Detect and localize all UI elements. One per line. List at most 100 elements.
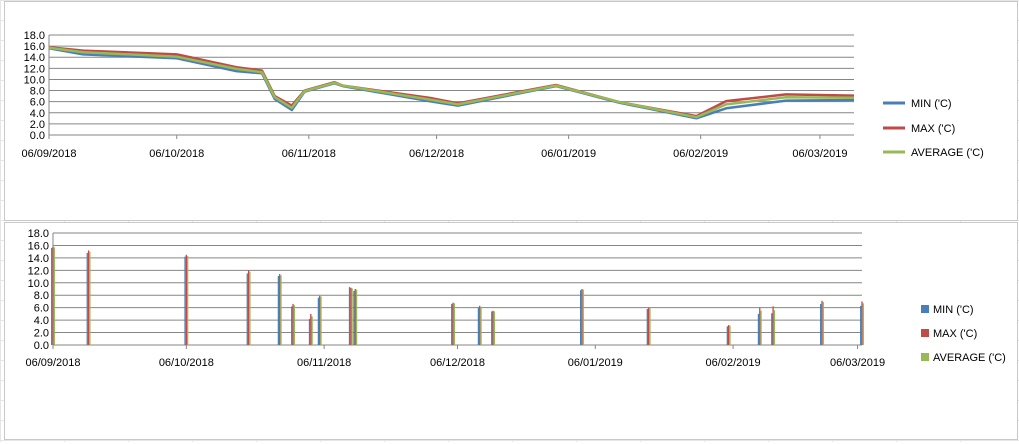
bar — [451, 303, 453, 345]
bar — [580, 290, 582, 345]
bar — [452, 302, 454, 345]
bar — [279, 274, 281, 345]
x-tick-label: 06/03/2019 — [792, 148, 847, 160]
bar — [308, 318, 311, 345]
y-tick-label: 10.0 — [24, 74, 45, 86]
bar — [293, 305, 295, 345]
bar — [280, 275, 282, 345]
bar — [87, 250, 90, 345]
bar — [351, 288, 353, 345]
bar — [649, 308, 651, 345]
bar — [292, 303, 294, 345]
bar — [480, 307, 482, 345]
bar — [246, 273, 248, 345]
bar — [491, 311, 493, 345]
legend-swatch — [921, 305, 929, 313]
bar-chart-panel[interactable]: 18.0 16.0 14.0 12.0 10.0 8.0 6.0 4.0 2.0 0.0 06/09… — [4, 222, 1018, 440]
bar — [348, 287, 351, 345]
bar — [52, 246, 54, 345]
bar — [53, 247, 55, 345]
bar — [729, 325, 731, 345]
y-tick-label: 8.0 — [30, 86, 45, 98]
bar — [184, 256, 186, 345]
bar-chart: 18.016.014.012.010.08.06.04.02.00.0 06/09… — [25, 228, 1005, 369]
x-tick-label: 06/12/2018 — [430, 357, 485, 369]
bar — [355, 289, 358, 345]
bar — [861, 301, 863, 345]
bar — [759, 307, 761, 345]
bar — [291, 306, 293, 345]
x-tick-label: 06/02/2019 — [706, 357, 761, 369]
bar — [582, 289, 584, 345]
bar — [311, 316, 313, 345]
legend-swatch — [921, 353, 929, 361]
y-tick-label: 12.0 — [28, 265, 49, 277]
line-chart: 18.016.014.012.010.08.06.04.02.00.0 06/09… — [21, 30, 984, 160]
y-tick-label: 2.0 — [34, 328, 49, 340]
bar — [317, 297, 320, 345]
y-tick-label: 0.0 — [30, 130, 45, 142]
bar — [728, 325, 730, 345]
y-tick-label: 6.0 — [34, 303, 49, 315]
y-tick-label: 4.0 — [30, 108, 45, 120]
x-tick-label: 06/02/2019 — [673, 148, 728, 160]
y-tick-label: 2.0 — [30, 119, 45, 131]
legend-label: MIN ('C) — [911, 98, 952, 110]
y-tick-label: 6.0 — [30, 97, 45, 109]
x-tick-label: 06/10/2018 — [159, 357, 214, 369]
x-tick-label: 06/12/2018 — [409, 148, 464, 160]
line-chart-panel[interactable]: 18.0 16.0 14.0 12.0 10.0 8.0 6.0 4.0 2.0 0.0 06/09… — [4, 1, 1018, 221]
bar — [320, 296, 322, 345]
bar — [319, 295, 321, 345]
x-tick-label: 06/11/2018 — [297, 357, 351, 369]
legend-label: MAX ('C) — [911, 123, 955, 135]
y-tick-label: 10.0 — [28, 278, 49, 290]
bar — [646, 308, 648, 345]
series-line — [48, 47, 855, 120]
bar — [310, 313, 312, 345]
bar — [185, 254, 187, 345]
bar — [277, 275, 280, 345]
bar — [862, 303, 864, 345]
bar — [89, 251, 91, 345]
x-tick-label: 06/09/2018 — [21, 148, 76, 160]
y-tick-label: 14.0 — [28, 253, 49, 265]
y-tick-label: 4.0 — [34, 315, 49, 327]
bar — [492, 310, 494, 345]
legend-label: MIN ('C) — [933, 304, 974, 316]
bar — [760, 310, 762, 345]
bar — [477, 307, 480, 345]
legend-swatch — [921, 329, 929, 337]
bar — [581, 289, 583, 345]
y-tick-label: 14.0 — [24, 52, 45, 64]
x-tick-label: 06/09/2018 — [25, 357, 80, 369]
series-line — [48, 46, 855, 119]
x-tick-label: 06/11/2018 — [282, 148, 336, 160]
bar — [757, 313, 760, 345]
legend-label: MAX ('C) — [933, 328, 977, 340]
bar — [249, 271, 251, 345]
x-tick-label: 06/01/2019 — [541, 148, 596, 160]
bar — [860, 305, 862, 345]
y-tick-label: 0.0 — [34, 340, 49, 352]
bar — [51, 247, 53, 345]
bar — [187, 256, 189, 345]
bar — [772, 306, 774, 345]
bar — [453, 303, 455, 345]
legend-label: AVERAGE ('C) — [911, 147, 984, 159]
x-tick-label: 06/10/2018 — [149, 148, 204, 160]
y-tick-label: 12.0 — [24, 63, 45, 75]
bar — [820, 303, 822, 345]
y-tick-label: 18.0 — [28, 228, 49, 240]
bar — [354, 289, 356, 345]
bar — [86, 252, 88, 345]
y-tick-label: 16.0 — [24, 41, 45, 53]
bar — [350, 287, 352, 345]
bar — [821, 300, 823, 345]
x-tick-label: 06/01/2019 — [568, 357, 623, 369]
bar — [353, 290, 355, 345]
bar — [479, 305, 481, 345]
bar — [493, 311, 496, 345]
x-tick-label: 06/03/2019 — [830, 357, 885, 369]
bar — [771, 313, 773, 345]
